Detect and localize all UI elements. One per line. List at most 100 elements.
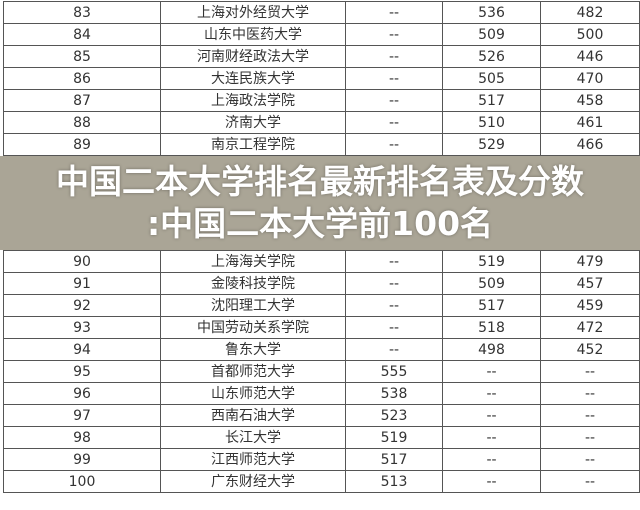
score-col5-cell: 466 <box>540 133 640 156</box>
score-col5-cell: 500 <box>540 23 640 46</box>
score-col3-cell: -- <box>345 67 443 90</box>
page-title: 中国二本大学排名最新排名表及分数 :中国二本大学前100名 <box>0 161 640 245</box>
score-col4-cell: 509 <box>442 23 541 46</box>
score-col5-cell: 452 <box>540 338 640 361</box>
rank-cell: 98 <box>3 426 161 449</box>
table-row: 87 上海政法学院 -- 517 458 <box>3 89 640 112</box>
ranking-table-bottom: 90 上海海关学院 -- 519 479 91 金陵科技学院 -- 509 457 92 沈阳理工大学… <box>3 250 640 493</box>
score-col3-cell: -- <box>345 316 443 339</box>
score-col4-cell: -- <box>442 470 541 493</box>
university-cell: 河南财经政法大学 <box>160 45 346 68</box>
score-col5-cell: -- <box>540 382 640 405</box>
table-row: 93 中国劳动关系学院 -- 518 472 <box>3 316 640 339</box>
score-col4-cell: 517 <box>442 89 541 112</box>
rank-cell: 95 <box>3 360 161 383</box>
score-col4-cell: -- <box>442 382 541 405</box>
rank-cell: 89 <box>3 133 161 156</box>
score-col5-cell: -- <box>540 404 640 427</box>
title-line-2: :中国二本大学前100名 <box>146 204 494 243</box>
university-cell: 上海政法学院 <box>160 89 346 112</box>
score-col4-cell: 529 <box>442 133 541 156</box>
rank-cell: 99 <box>3 448 161 471</box>
table-row: 99 江西师范大学 517 -- -- <box>3 448 640 471</box>
table-row: 95 首都师范大学 555 -- -- <box>3 360 640 383</box>
score-col3-cell: -- <box>345 272 443 295</box>
rank-cell: 84 <box>3 23 161 46</box>
score-col3-cell: -- <box>345 294 443 317</box>
score-col4-cell: 519 <box>442 250 541 273</box>
rank-cell: 97 <box>3 404 161 427</box>
score-col3-cell: -- <box>345 133 443 156</box>
score-col5-cell: -- <box>540 426 640 449</box>
university-cell: 中国劳动关系学院 <box>160 316 346 339</box>
score-col3-cell: -- <box>345 338 443 361</box>
rank-cell: 96 <box>3 382 161 405</box>
university-cell: 长江大学 <box>160 426 346 449</box>
ranking-table-top: 83 上海对外经贸大学 -- 536 482 84 山东中医药大学 -- 509 500 85 河南财… <box>3 1 640 156</box>
score-col5-cell: -- <box>540 470 640 493</box>
university-cell: 广东财经大学 <box>160 470 346 493</box>
score-col3-cell: 538 <box>345 382 443 405</box>
table-row: 94 鲁东大学 -- 498 452 <box>3 338 640 361</box>
score-col5-cell: -- <box>540 448 640 471</box>
title-overlay-band: 中国二本大学排名最新排名表及分数 :中国二本大学前100名 <box>0 156 640 250</box>
university-cell: 山东师范大学 <box>160 382 346 405</box>
university-cell: 首都师范大学 <box>160 360 346 383</box>
score-col3-cell: 517 <box>345 448 443 471</box>
score-col4-cell: -- <box>442 360 541 383</box>
score-col3-cell: -- <box>345 89 443 112</box>
table-row: 91 金陵科技学院 -- 509 457 <box>3 272 640 295</box>
score-col5-cell: -- <box>540 360 640 383</box>
score-col5-cell: 472 <box>540 316 640 339</box>
score-col4-cell: -- <box>442 426 541 449</box>
rank-cell: 88 <box>3 111 161 134</box>
rank-cell: 94 <box>3 338 161 361</box>
page: 83 上海对外经贸大学 -- 536 482 84 山东中医药大学 -- 509 500 85 河南财… <box>0 1 640 493</box>
university-cell: 江西师范大学 <box>160 448 346 471</box>
rank-cell: 83 <box>3 1 161 24</box>
score-col4-cell: 510 <box>442 111 541 134</box>
university-cell: 上海海关学院 <box>160 250 346 273</box>
score-col4-cell: -- <box>442 404 541 427</box>
score-col5-cell: 457 <box>540 272 640 295</box>
score-col5-cell: 458 <box>540 89 640 112</box>
score-col3-cell: -- <box>345 111 443 134</box>
table-row: 96 山东师范大学 538 -- -- <box>3 382 640 405</box>
table-row: 86 大连民族大学 -- 505 470 <box>3 67 640 90</box>
score-col4-cell: 517 <box>442 294 541 317</box>
score-col5-cell: 479 <box>540 250 640 273</box>
score-col3-cell: -- <box>345 45 443 68</box>
table-row: 97 西南石油大学 523 -- -- <box>3 404 640 427</box>
score-col3-cell: 555 <box>345 360 443 383</box>
rank-cell: 90 <box>3 250 161 273</box>
score-col5-cell: 461 <box>540 111 640 134</box>
score-col3-cell: -- <box>345 23 443 46</box>
university-cell: 山东中医药大学 <box>160 23 346 46</box>
rank-cell: 100 <box>3 470 161 493</box>
score-col4-cell: 509 <box>442 272 541 295</box>
university-cell: 南京工程学院 <box>160 133 346 156</box>
score-col4-cell: 518 <box>442 316 541 339</box>
score-col4-cell: 536 <box>442 1 541 24</box>
score-col3-cell: 519 <box>345 426 443 449</box>
university-cell: 上海对外经贸大学 <box>160 1 346 24</box>
score-col4-cell: -- <box>442 448 541 471</box>
rank-cell: 85 <box>3 45 161 68</box>
title-line-1: 中国二本大学排名最新排名表及分数 <box>56 162 584 201</box>
table-row: 84 山东中医药大学 -- 509 500 <box>3 23 640 46</box>
table-row: 88 济南大学 -- 510 461 <box>3 111 640 134</box>
score-col5-cell: 446 <box>540 45 640 68</box>
score-col4-cell: 505 <box>442 67 541 90</box>
university-cell: 沈阳理工大学 <box>160 294 346 317</box>
university-cell: 大连民族大学 <box>160 67 346 90</box>
university-cell: 金陵科技学院 <box>160 272 346 295</box>
table-row: 100 广东财经大学 513 -- -- <box>3 470 640 493</box>
university-cell: 济南大学 <box>160 111 346 134</box>
rank-cell: 92 <box>3 294 161 317</box>
rank-cell: 93 <box>3 316 161 339</box>
table-row: 89 南京工程学院 -- 529 466 <box>3 133 640 156</box>
score-col3-cell: 513 <box>345 470 443 493</box>
table-row: 98 长江大学 519 -- -- <box>3 426 640 449</box>
score-col4-cell: 498 <box>442 338 541 361</box>
table-row: 90 上海海关学院 -- 519 479 <box>3 250 640 273</box>
